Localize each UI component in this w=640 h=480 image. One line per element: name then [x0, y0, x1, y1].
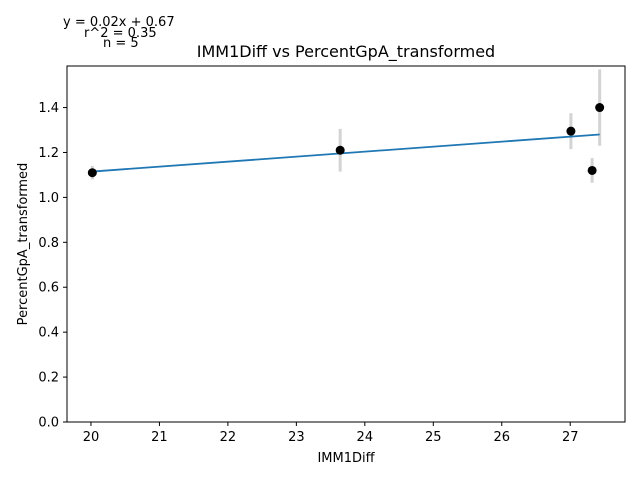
r-squared-annotation: r^2 = 0.35	[84, 26, 157, 41]
fit-line-group	[92, 133, 600, 173]
x-tick-label-2: 22	[220, 430, 237, 445]
x-tick-label-5: 25	[425, 430, 442, 445]
x-tick-label-4: 24	[357, 430, 374, 445]
y-tick-label-4: 0.8	[38, 236, 59, 251]
x-axis-label: IMM1Diff	[317, 451, 375, 466]
data-point-0	[87, 168, 97, 178]
y-tick-label-7: 1.4	[38, 101, 59, 116]
x-tick-label-7: 27	[562, 430, 579, 445]
x-tick-label-3: 23	[288, 430, 305, 445]
y-axis-label: PercentGpA_transformed	[16, 163, 31, 326]
x-tick-label-6: 26	[493, 430, 510, 445]
data-point-2	[566, 126, 576, 136]
x-tick-label-0: 20	[83, 430, 100, 445]
x-tick-label-1: 21	[151, 430, 168, 445]
plot-area-frame	[66, 65, 626, 423]
data-points	[87, 103, 605, 178]
sample-size-annotation: n = 5	[103, 36, 139, 51]
y-tick-label-0: 0.0	[38, 416, 59, 431]
y-tick-label-1: 0.2	[38, 371, 59, 386]
x-axis-ticks: 20 21 22 23 24 25 26 27	[83, 422, 579, 445]
y-tick-label-3: 0.6	[38, 281, 59, 296]
data-point-3	[587, 165, 597, 175]
regression-line	[92, 133, 600, 173]
chart-title: IMM1Diff vs PercentGpA_transformed	[197, 42, 495, 62]
data-point-1	[335, 145, 345, 155]
equation-annotation: y = 0.02x + 0.67	[63, 15, 175, 30]
y-axis-ticks: 0.0 0.2 0.4 0.6 0.8 1.0 1.2 1.4	[38, 101, 67, 431]
data-point-4	[595, 103, 605, 113]
y-tick-label-5: 1.0	[38, 191, 59, 206]
y-tick-label-6: 1.2	[38, 146, 59, 161]
y-tick-label-2: 0.4	[38, 326, 59, 341]
